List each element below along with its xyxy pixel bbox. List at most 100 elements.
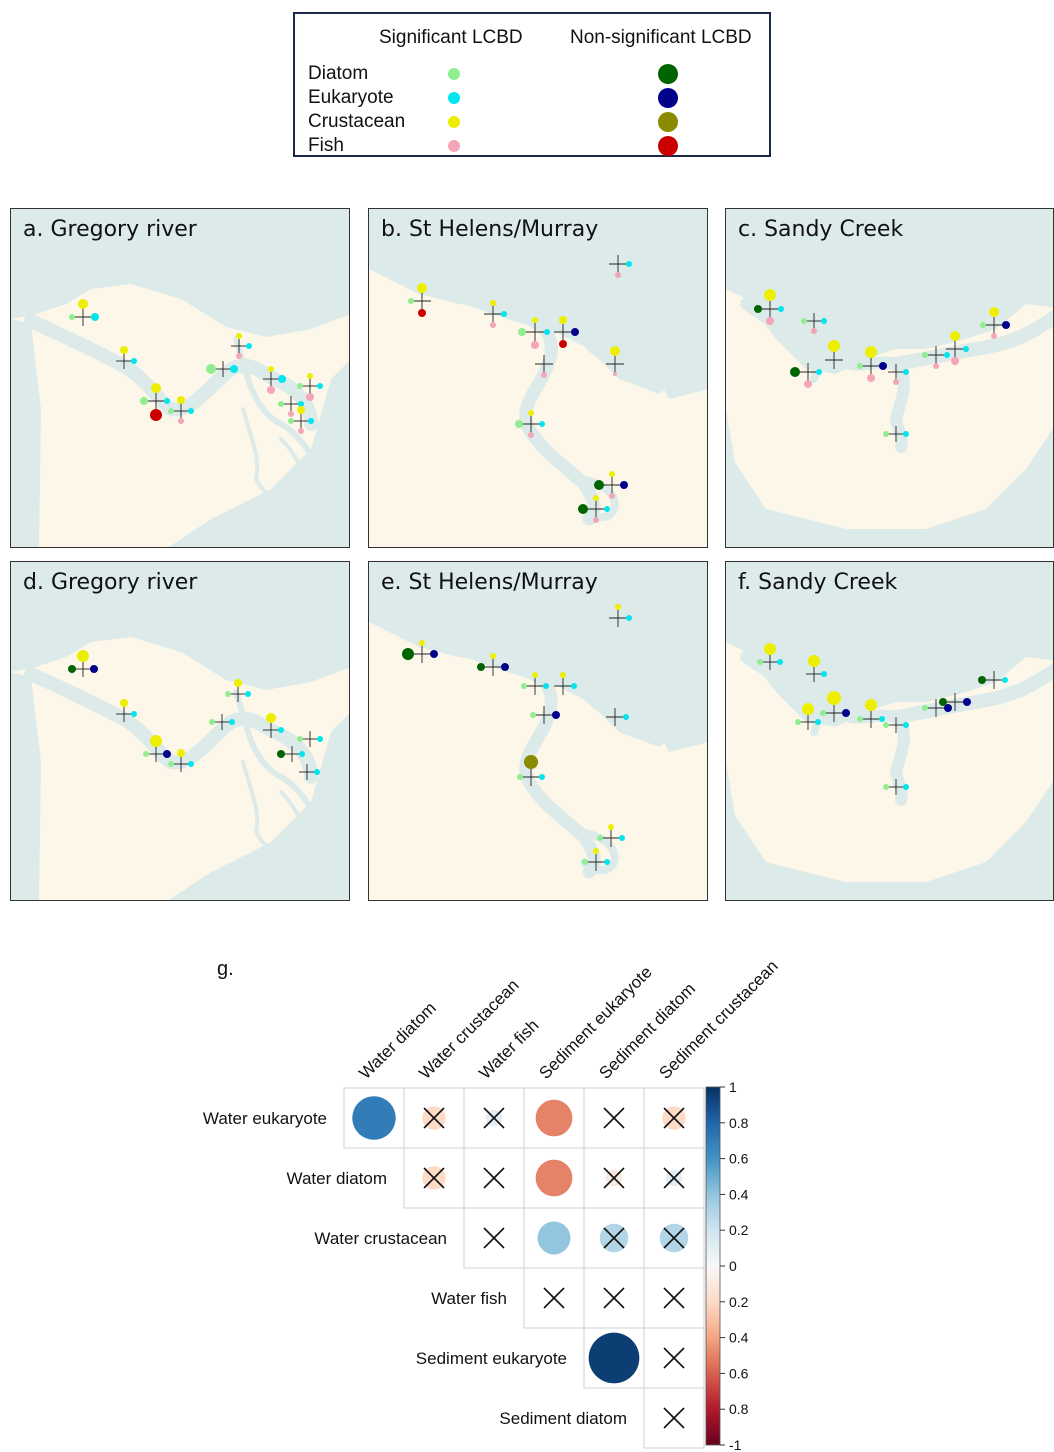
legend-nonsig-dot-fish — [658, 136, 678, 156]
corr-circle — [535, 1099, 573, 1137]
fish-dot — [288, 411, 294, 417]
nonsig-cross — [663, 1227, 685, 1249]
crustacean-dot — [177, 749, 185, 757]
map-b-svg — [369, 209, 707, 526]
diatom-dot — [754, 305, 762, 313]
map-d-svg — [11, 562, 349, 900]
eukaryote-dot — [544, 329, 550, 335]
eukaryote-dot — [246, 343, 252, 349]
corr-circle — [535, 1159, 573, 1197]
panel-title-e: e. St Helens/Murray — [381, 570, 598, 595]
site-marker — [515, 410, 545, 438]
eukaryote-dot — [963, 346, 969, 352]
fish-dot — [933, 363, 939, 369]
eukaryote-dot — [821, 671, 827, 677]
map-c-svg — [726, 209, 1053, 547]
crustacean-dot — [865, 346, 877, 358]
crustacean-dot — [593, 848, 599, 854]
crustacean-dot — [828, 340, 840, 352]
river-channel — [594, 606, 675, 712]
row-label: Water crustacean — [314, 1229, 447, 1248]
river-channel — [570, 475, 619, 522]
site-marker — [754, 289, 784, 325]
crustacean-dot — [77, 650, 89, 662]
crustacean-dot — [234, 679, 242, 687]
eukaryote-dot — [501, 311, 507, 317]
site-marker — [168, 749, 194, 772]
nonsig-cross — [423, 1107, 445, 1129]
diatom-dot — [594, 480, 604, 490]
colorbar-tick-label: 0.8 — [729, 1401, 749, 1417]
site-marker — [922, 346, 950, 369]
crustacean-dot — [524, 755, 538, 769]
nonsig-cross — [423, 1167, 445, 1189]
map-panel-a: a. Gregory river — [10, 208, 350, 548]
site-marker — [477, 653, 509, 676]
diatom-dot — [922, 352, 928, 358]
site-marker — [857, 346, 887, 382]
river-channel — [279, 437, 349, 541]
eukaryote-dot — [620, 481, 628, 489]
site-marker — [609, 255, 632, 278]
crustacean-dot — [615, 604, 621, 610]
nonsig-cross — [483, 1107, 505, 1129]
legend-sig-dot-diatom — [448, 68, 460, 80]
site-marker — [288, 406, 314, 434]
site-marker — [609, 604, 632, 627]
colorbar-tick-label: 0.6 — [729, 1365, 749, 1381]
crustacean-dot — [150, 735, 162, 747]
panel-title-b: b. St Helens/Murray — [381, 217, 599, 242]
crustacean-dot — [764, 289, 776, 301]
eukaryote-dot — [163, 750, 171, 758]
crustacean-dot — [865, 699, 877, 711]
crustacean-dot — [593, 495, 599, 501]
site-marker — [582, 848, 610, 871]
fish-dot — [613, 372, 617, 376]
legend-label-diatom: Diatom — [308, 63, 369, 84]
crustacean-dot — [236, 333, 242, 339]
site-marker — [206, 361, 238, 377]
crustacean-dot — [532, 672, 538, 678]
crustacean-dot — [559, 316, 567, 324]
river-channel — [565, 315, 623, 368]
corr-circle — [352, 1096, 396, 1140]
site-marker — [297, 731, 323, 747]
eukaryote-dot — [944, 352, 950, 358]
site-marker — [143, 735, 171, 762]
colorbar-tick-label: -1 — [729, 1437, 742, 1452]
diatom-dot — [980, 322, 986, 328]
crustacean-dot — [532, 317, 538, 323]
fish-dot — [150, 409, 162, 421]
row-label: Sediment diatom — [499, 1409, 627, 1428]
site-marker — [825, 340, 843, 369]
site-marker — [578, 495, 610, 523]
colorbar-tick-label: 0.4 — [729, 1330, 749, 1346]
row-label: Water eukaryote — [203, 1109, 327, 1128]
crustacean-dot — [268, 366, 274, 372]
site-marker — [263, 366, 286, 394]
column-label: Water crustacean — [415, 976, 522, 1083]
legend-nonsig-dot-crustacean — [658, 112, 678, 132]
legend-nonsignificant-header: Non-significant LCBD — [570, 27, 752, 48]
crustacean-dot — [560, 672, 566, 678]
nonsig-cross — [603, 1287, 625, 1309]
diatom-dot — [757, 659, 763, 665]
river-channel — [889, 662, 1053, 724]
colorbar-tick-label: 0.8 — [729, 1115, 749, 1131]
fish-dot — [306, 393, 314, 401]
diatom-dot — [578, 504, 588, 514]
fish-dot — [804, 380, 812, 388]
river-channel — [233, 336, 349, 542]
eukaryote-dot — [91, 313, 99, 321]
fish-dot — [298, 428, 304, 434]
map-panel-f: f. Sandy Creek — [725, 561, 1054, 901]
crustacean-dot — [490, 300, 496, 306]
diatom-dot — [530, 712, 536, 718]
crustacean-dot — [490, 653, 496, 659]
eukaryote-dot — [604, 506, 610, 512]
panel-title-f: f. Sandy Creek — [738, 570, 898, 595]
crustacean-dot — [808, 655, 820, 667]
diatom-dot — [69, 314, 75, 320]
eukaryote-dot — [842, 709, 850, 717]
